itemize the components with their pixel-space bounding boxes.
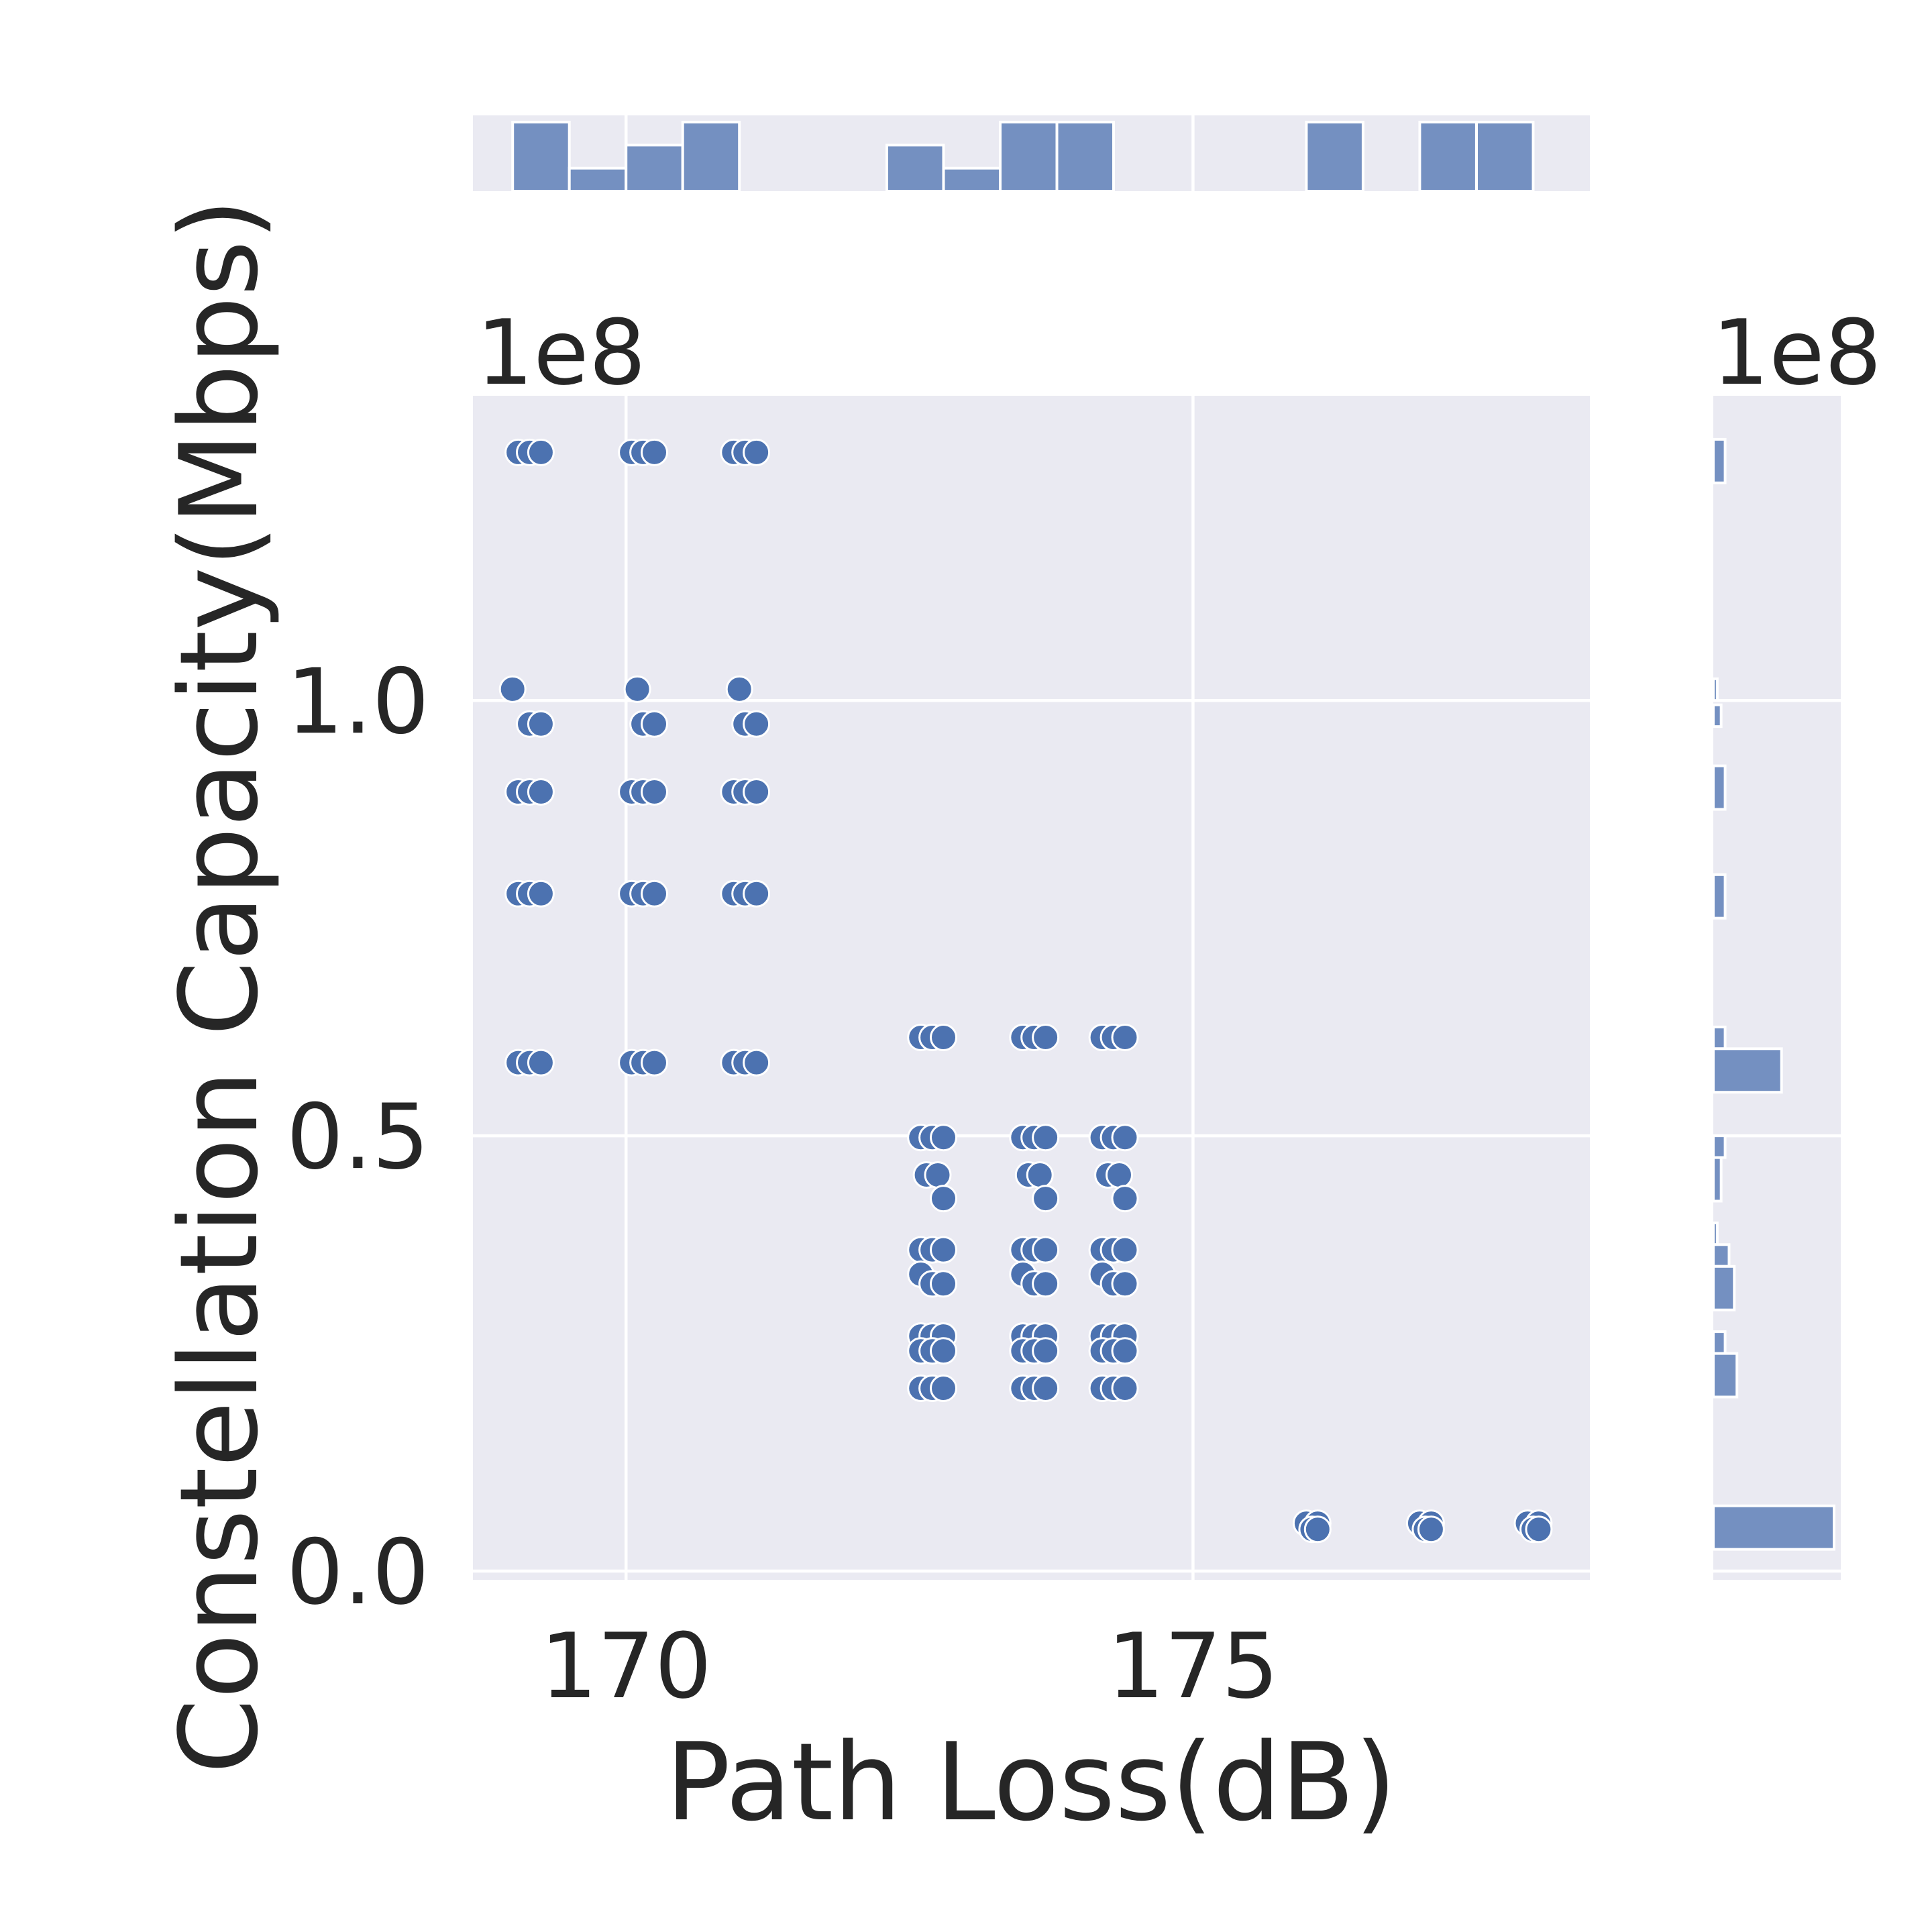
x-tick-label: 175 — [1107, 1614, 1279, 1719]
y-tick-label: 0.5 — [286, 1085, 429, 1189]
scatter-point — [1032, 1375, 1060, 1402]
scatter-point — [743, 438, 771, 466]
top-marginal-histogram — [511, 121, 1535, 193]
scatter-point — [743, 1049, 771, 1077]
scatter-point — [1111, 1270, 1139, 1298]
scatter-point — [743, 778, 771, 806]
right-histogram-bar — [1712, 1504, 1835, 1551]
right-histogram-bar — [1712, 677, 1719, 702]
scatter-point — [641, 1049, 668, 1077]
y-tick-label: 1.0 — [286, 649, 429, 754]
scatter-point — [930, 1024, 957, 1051]
top-histogram-bar — [942, 166, 1002, 193]
top-histogram-bar — [681, 121, 741, 193]
right-histogram-bar — [1712, 1352, 1739, 1399]
scatter-point — [1111, 1375, 1139, 1402]
top-histogram-bar — [1418, 121, 1478, 193]
scatter-point — [1026, 1161, 1054, 1189]
scatter-point — [930, 1124, 957, 1152]
scatter-point — [641, 778, 668, 806]
right-histogram-bar — [1712, 1330, 1727, 1355]
right-marginal-histogram — [1712, 437, 1835, 1551]
top-histogram-bar — [1475, 121, 1535, 193]
top-histogram-bar — [885, 144, 945, 193]
scatter-point — [930, 1236, 957, 1264]
scatter-point — [930, 1270, 957, 1298]
scatter-point — [641, 879, 668, 908]
scatter-points — [498, 438, 1553, 1544]
top-histogram-bar — [625, 144, 684, 193]
scatter-point — [924, 1161, 952, 1189]
right-histogram-bar — [1712, 1265, 1736, 1311]
right-histogram-bar — [1712, 1243, 1731, 1268]
scatter-point — [527, 879, 555, 908]
y-axis-label: Constellation Capacity(Mbps) — [156, 199, 282, 1774]
right-histogram-bar — [1712, 437, 1727, 484]
scatter-point — [1417, 1515, 1445, 1544]
scatter-point — [527, 438, 555, 466]
top-histogram-bar — [511, 121, 571, 193]
right-histogram-bar — [1712, 1134, 1727, 1159]
scatter-point — [1032, 1270, 1060, 1298]
scatter-point — [1111, 1337, 1139, 1365]
scatter-point — [1303, 1515, 1332, 1544]
right-marginal-grid — [1713, 698, 1841, 1573]
top-histogram-bar — [999, 121, 1059, 193]
right-histogram-bar — [1712, 703, 1723, 729]
scatter-point — [527, 1049, 555, 1077]
scatter-point — [498, 675, 527, 703]
scatter-point — [527, 710, 555, 738]
right-histogram-bar — [1712, 1047, 1783, 1094]
y-offset-label: 1e8 — [476, 301, 646, 405]
scatter-point — [1032, 1236, 1060, 1264]
right-marginal-offset-label: 1e8 — [1712, 301, 1882, 405]
scatter-point — [1111, 1236, 1139, 1264]
scatter-point — [1111, 1124, 1139, 1152]
main-grid — [473, 396, 1590, 1580]
right-histogram-bar — [1712, 1156, 1723, 1203]
scatter-point — [930, 1185, 957, 1213]
scatter-point — [1525, 1515, 1553, 1544]
scatter-point — [641, 438, 668, 466]
scatter-point — [1032, 1024, 1060, 1051]
right-histogram-bar — [1712, 873, 1727, 920]
scatter-point — [743, 879, 771, 908]
top-histogram-bar — [568, 166, 628, 193]
top-histogram-bar — [1055, 121, 1115, 193]
top-histogram-bar — [1305, 121, 1364, 193]
right-histogram-bar — [1712, 1025, 1727, 1051]
scatter-point — [725, 675, 753, 703]
x-tick-label: 170 — [540, 1614, 712, 1719]
y-tick-label: 0.0 — [286, 1520, 429, 1625]
scatter-point — [623, 675, 651, 703]
scatter-point — [641, 710, 668, 738]
scatter-point — [1032, 1124, 1060, 1152]
right-histogram-bar — [1712, 764, 1727, 811]
scatter-point — [527, 778, 555, 806]
scatter-point — [930, 1375, 957, 1402]
scatter-point — [1106, 1161, 1133, 1189]
main-plot-background — [473, 396, 1590, 1580]
scatter-point — [1111, 1024, 1139, 1051]
right-histogram-bar — [1712, 1221, 1719, 1246]
scatter-point — [930, 1337, 957, 1365]
scatter-point — [1032, 1185, 1060, 1213]
y-tick-labels: 0.0 0.5 1.0 — [286, 649, 429, 1625]
scatter-point — [1032, 1337, 1060, 1365]
x-tick-labels: 170 175 — [540, 1614, 1279, 1719]
scatter-point — [743, 710, 771, 738]
x-axis-label: Path Loss(dB) — [665, 1719, 1396, 1845]
scatter-point — [1111, 1185, 1139, 1213]
right-marginal-background — [1713, 396, 1841, 1580]
